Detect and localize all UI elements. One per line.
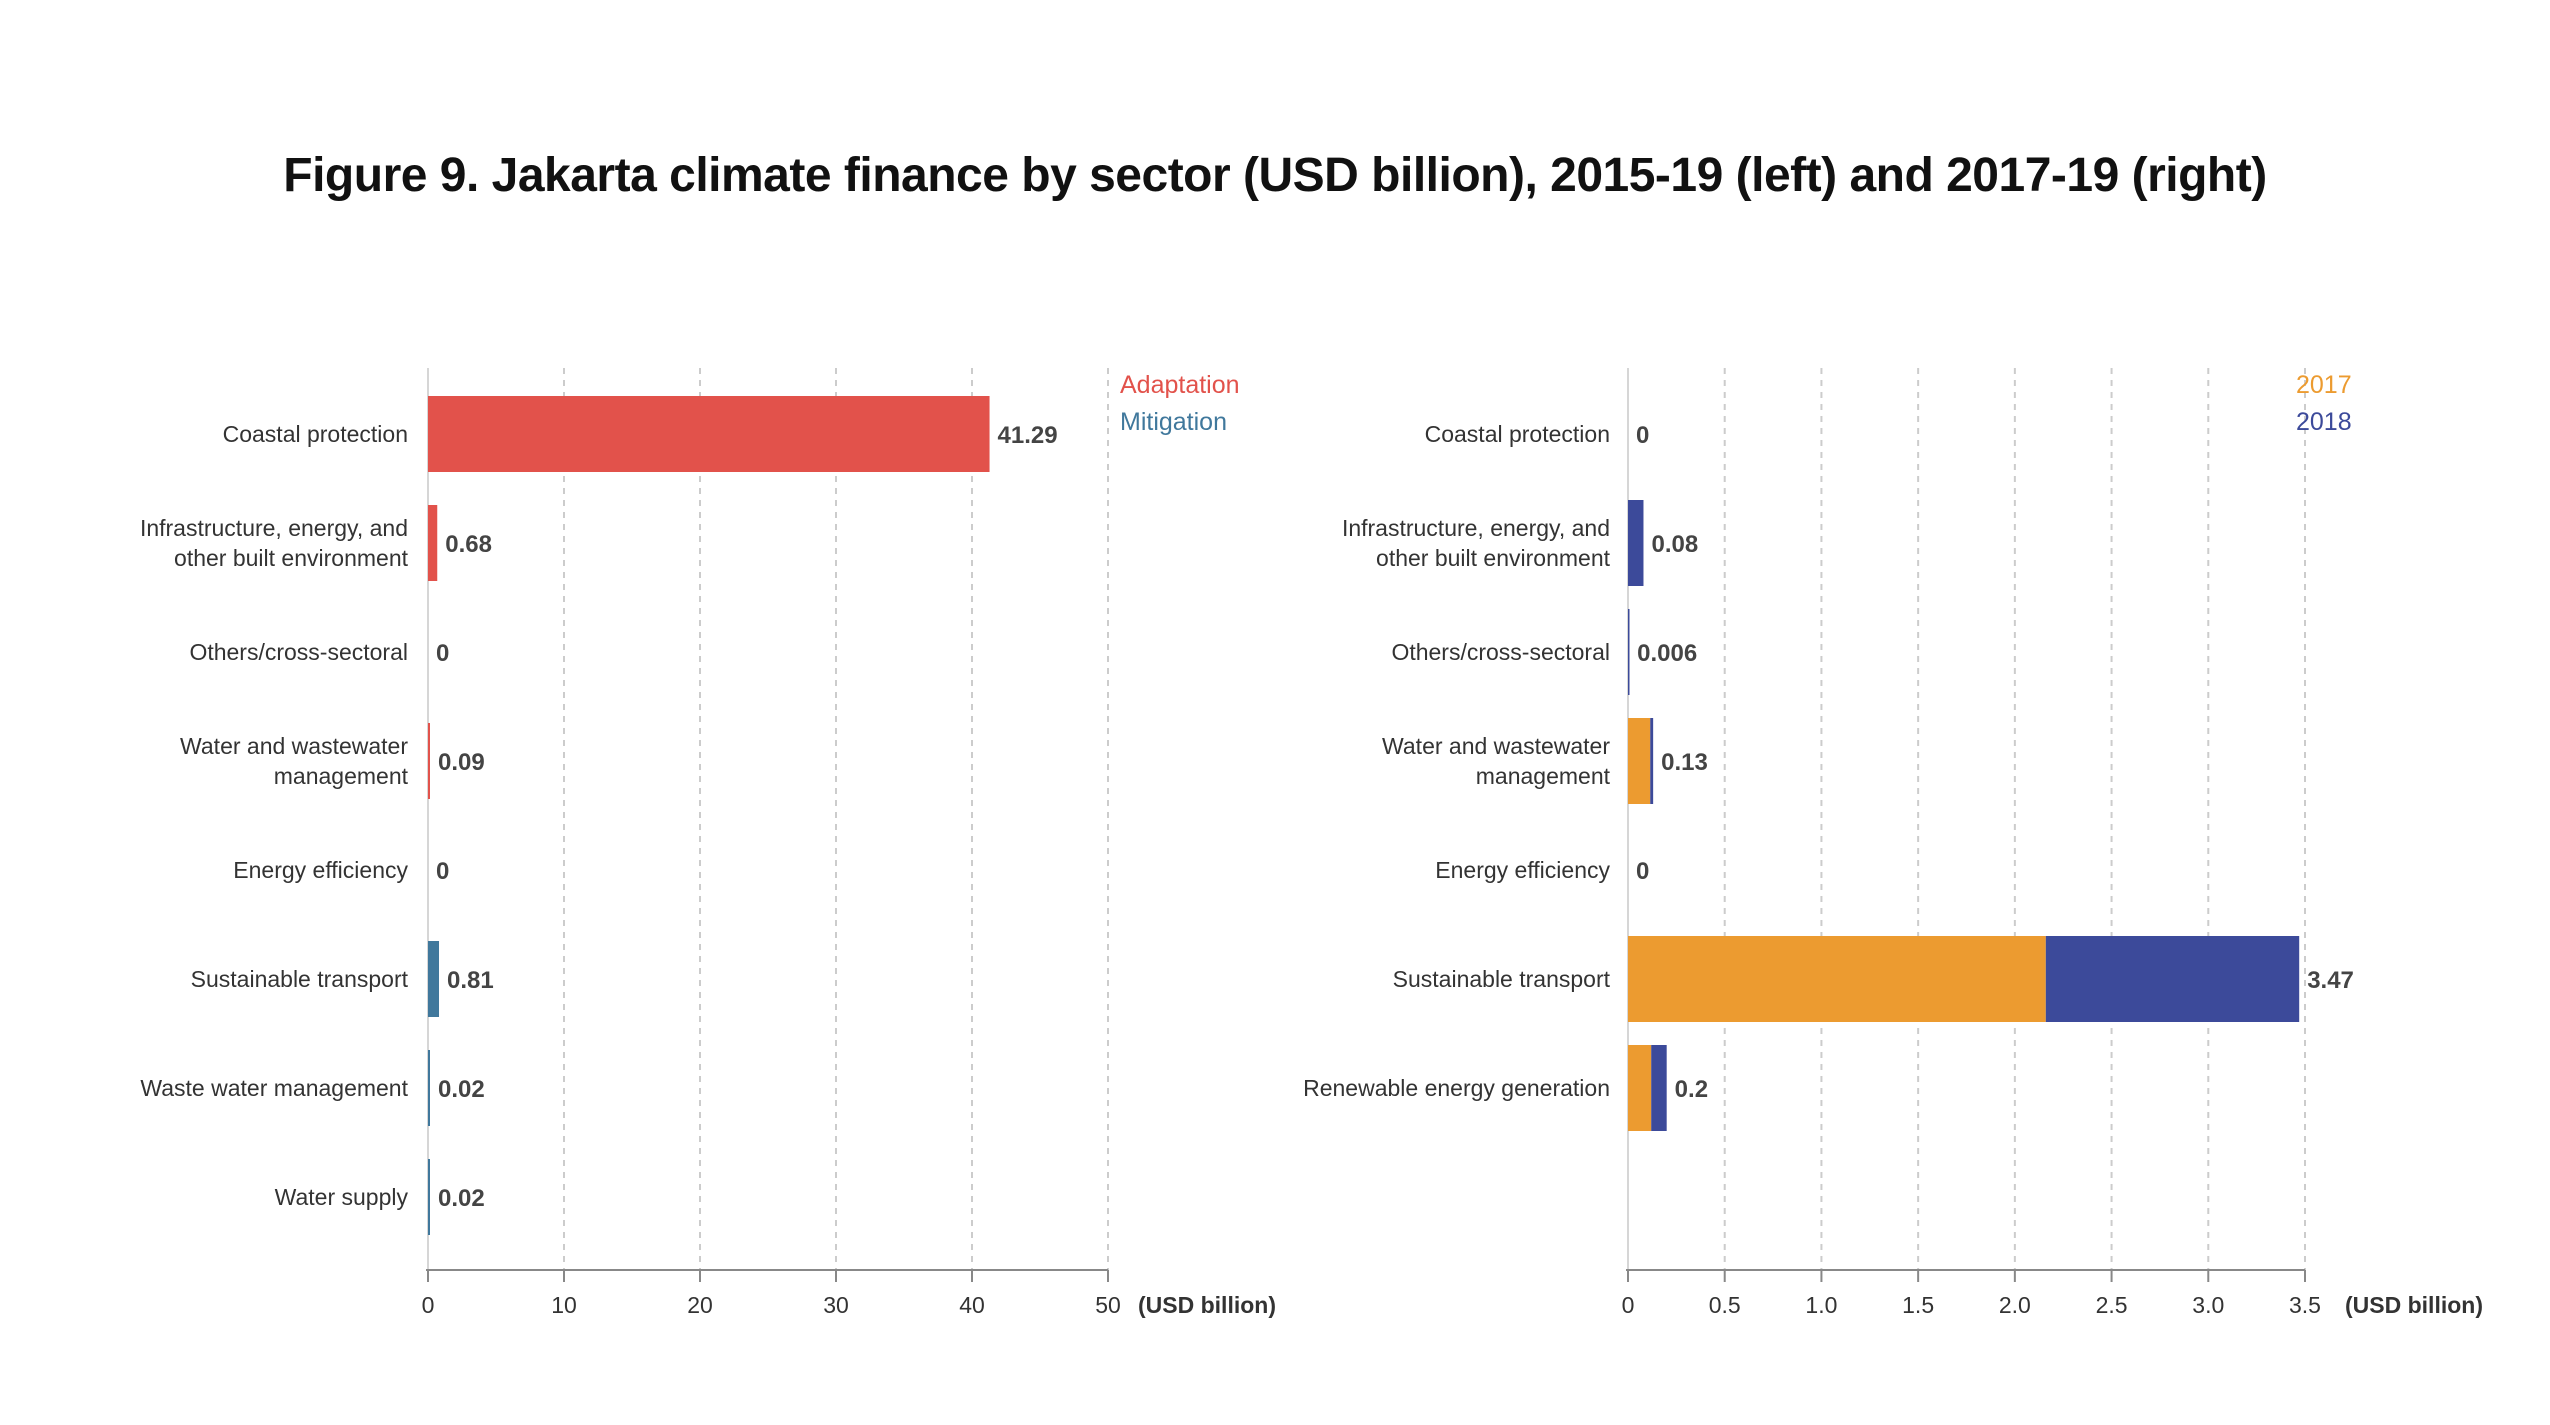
x-tick-label: 30 (823, 1292, 849, 1318)
bar-water-and-wastewater-management-2018 (1650, 718, 1654, 804)
x-tick-label: 20 (687, 1292, 713, 1318)
bar-others-cross-sectoral-2018 (1628, 609, 1630, 695)
bar-sustainable-transport (428, 941, 440, 1017)
category-label-sustainable-transport: Sustainable transport (1393, 966, 1611, 992)
category-label-water-supply: Water supply (275, 1184, 409, 1210)
x-axis-unit-label: (USD billion) (2345, 1292, 2483, 1318)
value-label-water-and-wastewater-management: 0.09 (438, 749, 485, 776)
category-label-coastal-protection: Coastal protection (223, 421, 408, 447)
category-label-waste-water-management: Waste water management (140, 1075, 408, 1101)
bar-coastal-protection (428, 396, 990, 472)
value-label-water-supply: 0.02 (438, 1185, 485, 1212)
bar-renewable-energy-generation-2018 (1651, 1045, 1667, 1131)
category-label-water-and-wastewater-management: Water and wastewater management (1382, 733, 1611, 789)
value-label-energy-efficiency: 0 (1636, 858, 1649, 885)
x-tick-label: 1.0 (1805, 1292, 1837, 1318)
bar-water-supply (428, 1159, 430, 1235)
category-label-energy-efficiency: Energy efficiency (233, 857, 408, 883)
right-stacked-bar-chart: 0 0.5 1.0 1.5 2.0 2.5 3.0 3.5 (USD billion) Coast… (1303, 368, 2483, 1318)
legend-item-mitigation: Mitigation (1120, 408, 1227, 436)
x-tick-label: 0 (422, 1292, 435, 1318)
value-label-infrastructure-energy-and-other-built-environment: 0.68 (445, 531, 492, 558)
value-label-coastal-protection: 0 (1636, 422, 1649, 449)
left-bar-chart: 0 10 20 30 40 50 (USD billion) Coastal protecti… (140, 368, 1276, 1318)
category-label-water-and-wastewater-management: Water and wastewater management (180, 733, 409, 789)
legend-item-2018: 2018 (2296, 408, 2352, 436)
x-tick-label: 2.0 (1999, 1292, 2031, 1318)
category-label-others-cross-sectoral: Others/cross-sectoral (189, 639, 408, 665)
value-label-others-cross-sectoral: 0.006 (1637, 640, 1697, 667)
category-label-renewable-energy-generation: Renewable energy generation (1303, 1075, 1610, 1101)
x-tick-label: 40 (959, 1292, 985, 1318)
category-label-infrastructure-energy-and-other-built-environment: Infrastructure, energy, and other built e… (140, 515, 409, 571)
bar-renewable-energy-generation-2017 (1628, 1045, 1652, 1131)
value-label-others-cross-sectoral: 0 (436, 640, 449, 667)
figure-title: Figure 9. Jakarta climate finance by sec… (283, 149, 2267, 202)
x-tick-label: 1.5 (1902, 1292, 1934, 1318)
x-tick-label: 50 (1095, 1292, 1121, 1318)
bar-sustainable-transport-2018 (2045, 936, 2300, 1022)
value-label-water-and-wastewater-management: 0.13 (1661, 749, 1708, 776)
category-label-others-cross-sectoral: Others/cross-sectoral (1391, 639, 1610, 665)
value-label-infrastructure-energy-and-other-built-environment: 0.08 (1651, 531, 1698, 558)
value-label-waste-water-management: 0.02 (438, 1076, 485, 1103)
value-label-renewable-energy-generation: 0.2 (1675, 1076, 1708, 1103)
category-label-sustainable-transport: Sustainable transport (191, 966, 409, 992)
legend-item-2017: 2017 (2296, 371, 2352, 399)
value-label-sustainable-transport: 0.81 (447, 967, 494, 994)
value-label-sustainable-transport: 3.47 (2307, 967, 2354, 994)
x-axis-unit-label: (USD billion) (1138, 1292, 1276, 1318)
category-label-infrastructure-energy-and-other-built-environment: Infrastructure, energy, and other built e… (1342, 515, 1611, 571)
bar-water-and-wastewater-management-2017 (1628, 718, 1651, 804)
category-label-coastal-protection: Coastal protection (1425, 421, 1610, 447)
category-label-energy-efficiency: Energy efficiency (1435, 857, 1610, 883)
bar-sustainable-transport-2017 (1628, 936, 2046, 1022)
bar-waste-water-management (428, 1050, 430, 1126)
legend-item-adaptation: Adaptation (1120, 371, 1240, 399)
bar-infrastructure-energy-and-other-built-environment (428, 505, 438, 581)
x-tick-label: 3.0 (2192, 1292, 2224, 1318)
bar-infrastructure-energy-and-other-built-environment-2018 (1628, 500, 1644, 586)
bar-water-and-wastewater-management (428, 723, 430, 799)
x-tick-label: 3.5 (2289, 1292, 2321, 1318)
value-label-energy-efficiency: 0 (436, 858, 449, 885)
x-tick-label: 10 (551, 1292, 577, 1318)
x-tick-label: 0 (1622, 1292, 1635, 1318)
x-tick-label: 0.5 (1709, 1292, 1741, 1318)
x-tick-label: 2.5 (2096, 1292, 2128, 1318)
value-label-coastal-protection: 41.29 (998, 422, 1058, 449)
